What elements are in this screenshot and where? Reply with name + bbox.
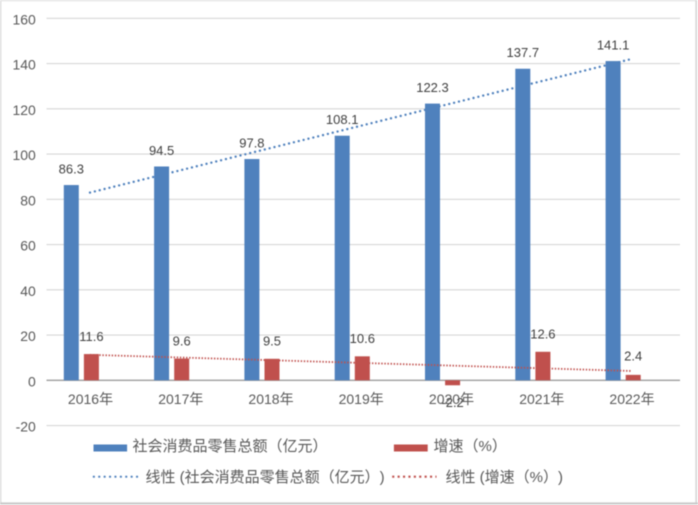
svg-text:0: 0 xyxy=(28,373,36,389)
svg-text:2016年: 2016年 xyxy=(68,391,113,407)
svg-text:-20: -20 xyxy=(16,419,36,435)
svg-text:20: 20 xyxy=(20,328,36,344)
svg-text:80: 80 xyxy=(20,192,36,208)
svg-text:122.3: 122.3 xyxy=(416,80,449,95)
svg-text:160: 160 xyxy=(12,11,36,27)
svg-text:100: 100 xyxy=(12,147,36,163)
svg-text:线性 (社会消费品零售总额（亿元）): 线性 (社会消费品零售总额（亿元）) xyxy=(146,469,385,486)
svg-text:94.5: 94.5 xyxy=(149,143,174,158)
svg-text:40: 40 xyxy=(20,283,36,299)
svg-text:11.6: 11.6 xyxy=(79,329,103,344)
svg-text:141.1: 141.1 xyxy=(597,38,630,53)
svg-text:社会消费品零售总额（亿元）: 社会消费品零售总额（亿元） xyxy=(133,438,328,455)
svg-text:140: 140 xyxy=(12,57,36,73)
svg-text:-2.2: -2.2 xyxy=(441,395,463,410)
svg-text:2.4: 2.4 xyxy=(624,348,642,363)
svg-text:2022年: 2022年 xyxy=(609,391,654,407)
svg-text:9.6: 9.6 xyxy=(173,333,191,348)
svg-text:86.3: 86.3 xyxy=(59,162,84,177)
svg-text:2017年: 2017年 xyxy=(158,391,203,407)
svg-text:2020年: 2020年 xyxy=(429,391,474,407)
svg-text:137.7: 137.7 xyxy=(507,45,540,60)
svg-text:60: 60 xyxy=(20,238,36,254)
svg-text:2021年: 2021年 xyxy=(519,391,564,407)
svg-text:2018年: 2018年 xyxy=(248,391,293,407)
svg-text:9.5: 9.5 xyxy=(263,334,281,349)
svg-text:12.6: 12.6 xyxy=(530,327,555,342)
svg-text:10.6: 10.6 xyxy=(350,331,375,346)
svg-text:2019年: 2019年 xyxy=(339,391,384,407)
svg-text:97.8: 97.8 xyxy=(239,135,264,150)
svg-text:增速（%）: 增速（%） xyxy=(434,438,507,455)
svg-text:108.1: 108.1 xyxy=(326,112,359,127)
svg-text:120: 120 xyxy=(12,102,36,118)
svg-text:线性 (增速（%）): 线性 (增速（%）) xyxy=(446,469,564,486)
